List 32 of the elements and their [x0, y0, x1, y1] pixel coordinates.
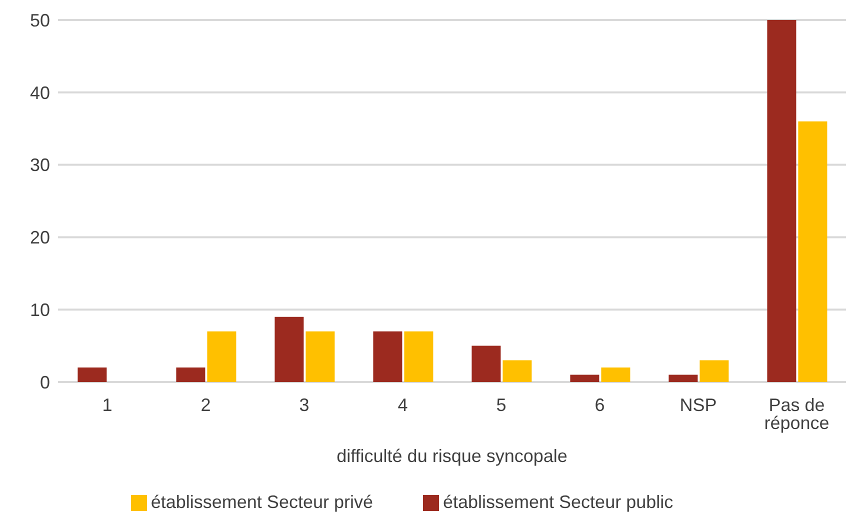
bar [207, 331, 236, 382]
bar [767, 20, 796, 382]
bar [668, 374, 698, 382]
x-tick-label: Pas de réponce [764, 394, 830, 433]
x-tick-label: 5 [496, 394, 506, 415]
bar [78, 368, 107, 382]
bar [306, 331, 335, 382]
bar [373, 331, 402, 382]
y-tick-label: 30 [30, 155, 50, 176]
bar [274, 316, 304, 382]
bar [472, 346, 501, 382]
x-tick-label: 1 [102, 394, 112, 415]
x-axis-title: difficulté du risque syncopale [336, 446, 568, 466]
x-tick-label: 2 [200, 394, 211, 415]
y-tick-label: 0 [40, 372, 50, 392]
legend-label: établissement Secteur privé [150, 492, 373, 512]
x-tick-label: NSP [680, 394, 717, 415]
bar [798, 121, 828, 382]
bar [601, 368, 630, 382]
bar [570, 374, 600, 382]
bar [700, 360, 729, 382]
bar [404, 331, 434, 382]
x-tick-label: 6 [594, 394, 605, 415]
x-tick-label: 3 [299, 394, 310, 415]
y-tick-label: 40 [30, 82, 50, 103]
y-tick-label: 50 [30, 10, 50, 30]
legend-label: établissement Secteur public [442, 492, 674, 512]
x-tick-label: 4 [398, 394, 408, 415]
y-tick-label: 10 [30, 300, 50, 320]
y-tick-label: 20 [30, 228, 50, 248]
bar [176, 368, 206, 382]
bar [502, 360, 532, 382]
